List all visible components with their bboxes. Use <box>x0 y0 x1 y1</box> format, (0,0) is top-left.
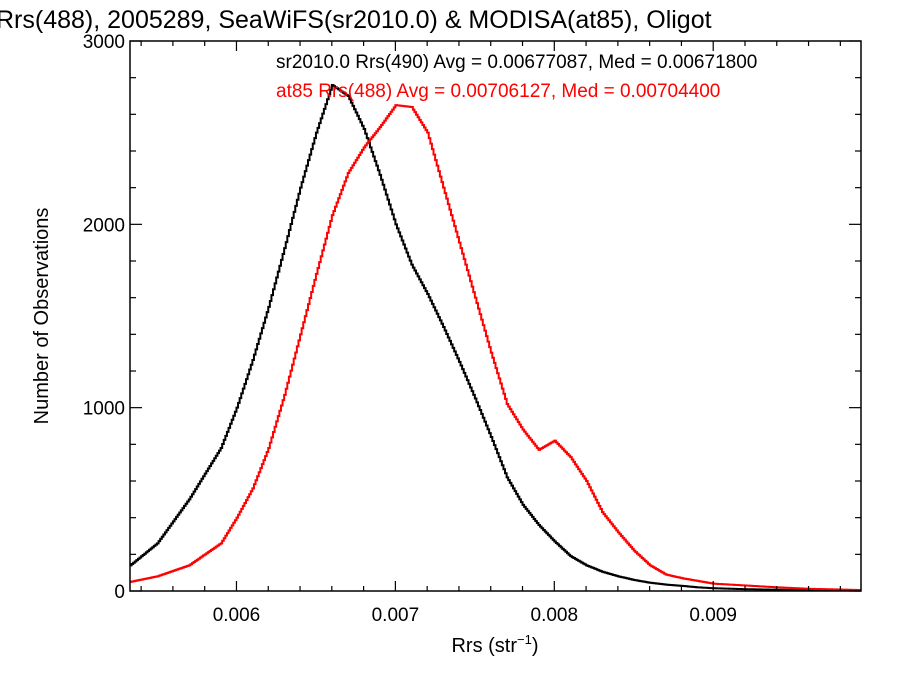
y-tick-label: 0 <box>114 582 125 603</box>
x-tick-label: 0.009 <box>689 605 737 626</box>
legend-entry-sr2010: sr2010.0 Rrs(490) Avg = 0.00677087, Med … <box>276 52 757 73</box>
y-tick-label: 3000 <box>83 32 125 53</box>
x-tick-label: 0.006 <box>213 605 261 626</box>
x-axis-label-close: ) <box>532 635 539 657</box>
y-axis-label: Number of Observations <box>31 208 53 425</box>
y-tick-label: 1000 <box>83 399 125 420</box>
series-line-1 <box>130 104 861 592</box>
x-axis-label: Rrs (str−1) <box>451 632 538 657</box>
legend-entry-at85: at85 Rrs(488) Avg = 0.00706127, Med = 0.… <box>276 81 720 102</box>
series-line-0 <box>130 84 861 592</box>
y-tick-label: 2000 <box>83 215 125 236</box>
plot-area <box>130 84 861 592</box>
x-tick-label: 0.007 <box>372 605 420 626</box>
x-axis-label-exponent: −1 <box>517 632 532 647</box>
x-axis-label-main: Rrs (str <box>451 635 517 657</box>
plot-frame <box>129 40 862 592</box>
axes: 0.006 0.007 0.008 0.009 0 1000 2000 3000 <box>83 32 861 626</box>
x-tick-label: 0.008 <box>531 605 579 626</box>
chart-title: Rrs(488), 2005289, SeaWiFS(sr2010.0) & M… <box>0 6 712 34</box>
